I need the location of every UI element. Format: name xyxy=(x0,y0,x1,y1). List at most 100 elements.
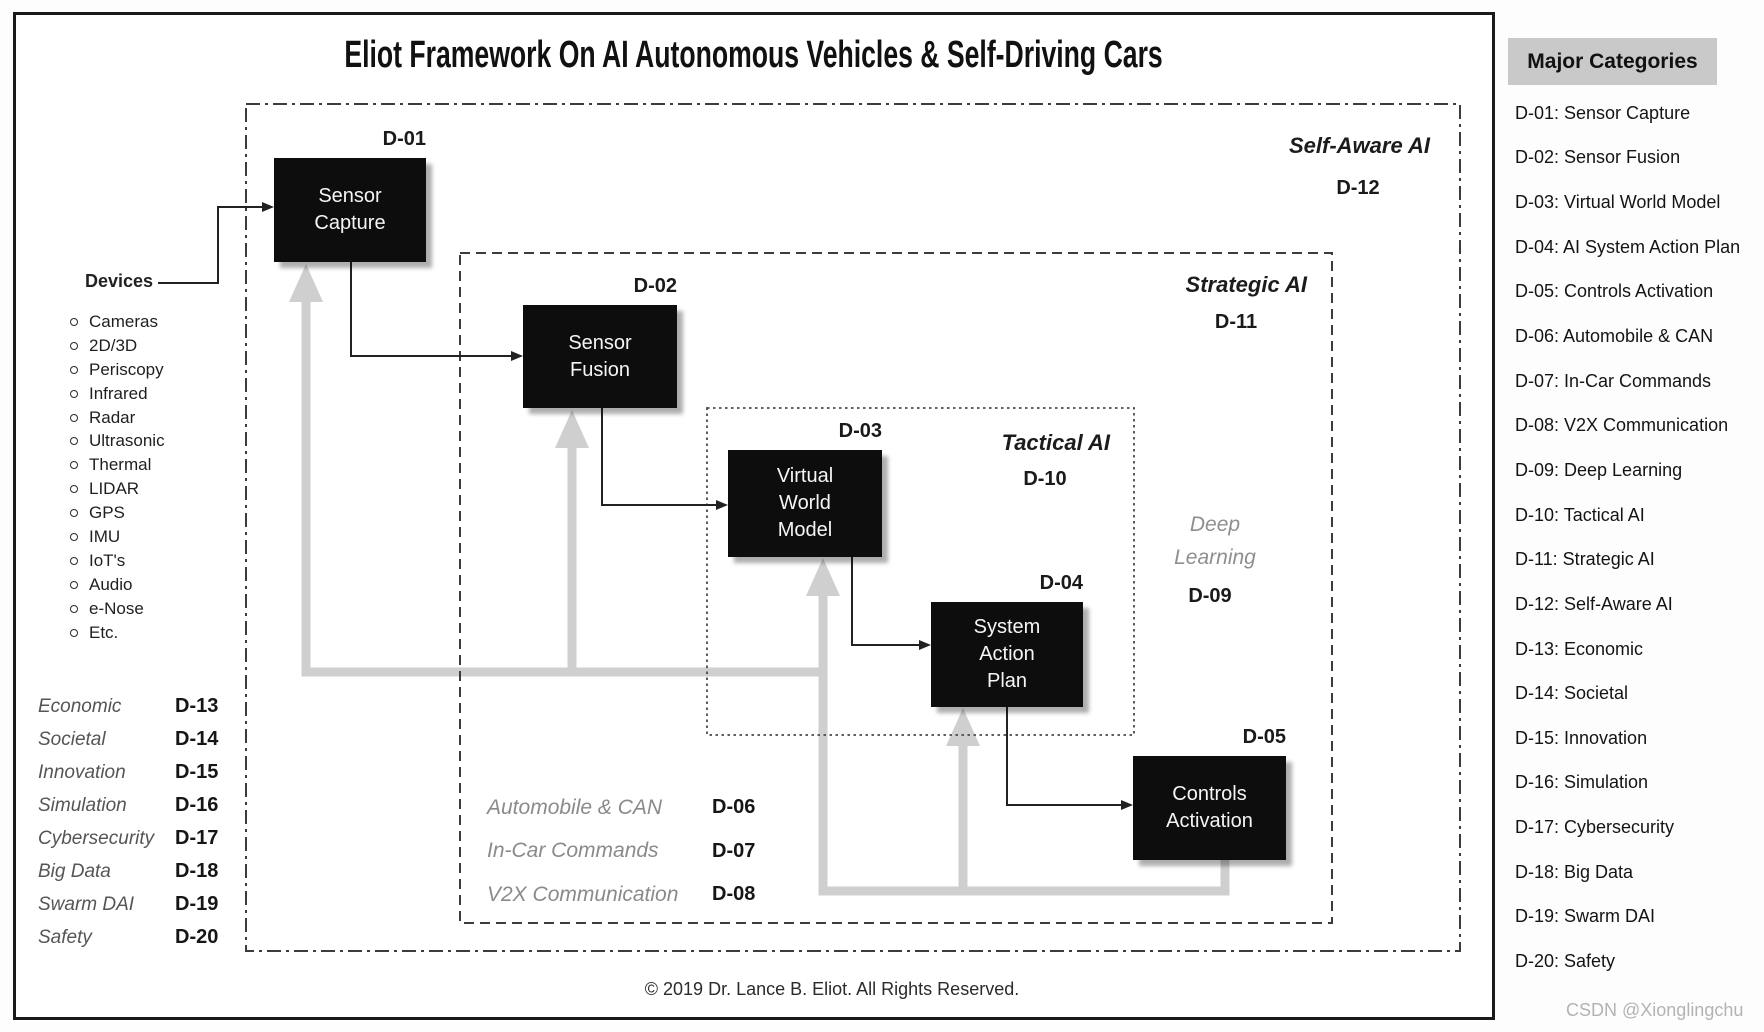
sidebar-item-d03: D-03: Virtual World Model xyxy=(1515,192,1721,213)
deep-learning-label: Deep Learning xyxy=(1174,513,1256,569)
strategic-region-label: Strategic AI xyxy=(1185,272,1307,297)
side-category-code: D-15 xyxy=(175,761,219,783)
circle-bullet-icon xyxy=(70,485,78,494)
code-label-d03: D-03 xyxy=(838,420,882,442)
feedback-arrowhead-system-action-plan xyxy=(946,708,980,746)
csdn-watermark: CSDN @Xionglingchu xyxy=(1566,1000,1744,1020)
device-item: Ultrasonic xyxy=(70,429,165,453)
sidebar-item-d06: D-06: Automobile & CAN xyxy=(1515,326,1714,347)
tactical-region-label: Tactical AI xyxy=(1001,430,1110,455)
side-category-row: Safety D-20 xyxy=(38,921,218,954)
comm-category-code: D-06 xyxy=(712,796,756,819)
side-category-code: D-18 xyxy=(175,860,219,882)
circle-bullet-icon xyxy=(70,461,78,470)
device-item: Cameras xyxy=(70,310,165,334)
device-item-label: IMU xyxy=(89,526,121,546)
side-category-label: Simulation xyxy=(38,794,127,816)
comm-category-label: Automobile & CAN xyxy=(487,795,663,819)
side-category-label: Swarm DAI xyxy=(38,893,135,915)
code-label-d02: D-02 xyxy=(633,275,677,297)
device-item-label: Periscopy xyxy=(89,359,164,379)
side-category-row: Swarm DAI D-19 xyxy=(38,888,218,921)
circle-bullet-icon xyxy=(70,365,78,374)
sidebar-item-d07: D-07: In-Car Commands xyxy=(1515,370,1712,391)
strategic-region-border xyxy=(459,252,1333,924)
device-item-label: Thermal xyxy=(89,455,152,475)
connector-capture-to-fusion xyxy=(350,262,523,361)
feedback-arrowhead-sensor-fusion xyxy=(555,410,589,448)
connector-world-model-to-action-plan xyxy=(851,557,931,650)
device-item-label: Ultrasonic xyxy=(89,431,165,451)
self-aware-region-border xyxy=(245,103,1461,952)
comm-category-code: D-08 xyxy=(712,883,756,906)
comm-category-code: D-07 xyxy=(712,839,756,862)
devices-label: Devices xyxy=(85,271,154,291)
feedback-arrowheads xyxy=(289,264,980,746)
side-category-code: D-14 xyxy=(175,728,219,750)
comm-category-list: Automobile & CAN D-06 In-Car Commands D-07… xyxy=(487,786,755,917)
side-category-row: Innovation D-15 xyxy=(38,756,218,789)
side-category-label: Innovation xyxy=(38,761,126,783)
side-category-row: Economic D-13 xyxy=(38,690,218,723)
sidebar-item-d20: D-20: Safety xyxy=(1515,950,1616,971)
sidebar-item-d12: D-12: Self-Aware AI xyxy=(1515,593,1673,614)
code-label-d05: D-05 xyxy=(1242,726,1286,748)
circle-bullet-icon xyxy=(70,604,78,613)
sidebar-item-d11: D-11: Strategic AI xyxy=(1515,549,1655,570)
circle-bullet-icon xyxy=(70,413,78,422)
circle-bullet-icon xyxy=(70,532,78,541)
sidebar-item-d16: D-16: Simulation xyxy=(1515,772,1649,793)
sidebar-item-d04: D-04: AI System Action Plan xyxy=(1515,236,1741,257)
sidebar-item-d01: D-01: Sensor Capture xyxy=(1515,102,1691,123)
flow-box-sensor-fusion: Sensor Fusion xyxy=(523,305,677,408)
page-title-text: Eliot Framework On AI Autonomous Vehicle… xyxy=(344,34,1164,76)
side-category-row: Cybersecurity D-17 xyxy=(38,822,218,855)
comm-category-label: In-Car Commands xyxy=(487,839,659,863)
circle-bullet-icon xyxy=(70,317,78,326)
sidebar-item-d02: D-02: Sensor Fusion xyxy=(1515,147,1681,168)
device-item-label: e-Nose xyxy=(89,598,144,618)
page-title: Eliot Framework On AI Autonomous Vehicle… xyxy=(13,34,1495,77)
device-item: Periscopy xyxy=(70,358,165,382)
feedback-arrowhead-virtual-world-model xyxy=(806,558,840,596)
side-category-row: Simulation D-16 xyxy=(38,789,218,822)
code-label-d04: D-04 xyxy=(1039,572,1083,594)
device-item-label: Infrared xyxy=(89,383,148,403)
device-item: Thermal xyxy=(70,453,165,477)
feedback-arrowhead-sensor-capture xyxy=(289,264,323,302)
connector-action-plan-to-controls xyxy=(1006,707,1133,810)
side-category-code: D-19 xyxy=(175,893,219,915)
device-item: Audio xyxy=(70,573,165,597)
side-category-label: Safety xyxy=(38,926,92,948)
sidebar-item-d10: D-10: Tactical AI xyxy=(1515,504,1645,525)
connector-fusion-to-world-model xyxy=(601,408,728,510)
device-list: Cameras 2D/3D Periscopy Infrared Radar U… xyxy=(70,310,165,644)
device-item-label: IoT's xyxy=(89,550,126,570)
tactical-region-border xyxy=(706,407,1135,736)
device-item: LIDAR xyxy=(70,477,165,501)
side-category-code: D-13 xyxy=(175,695,219,717)
circle-bullet-icon xyxy=(70,341,78,350)
self-aware-region-code: D-12 xyxy=(1336,177,1380,199)
sidebar-item-d13: D-13: Economic xyxy=(1515,638,1644,659)
sidebar-item-d09: D-09: Deep Learning xyxy=(1515,459,1683,480)
flow-box-system-action-plan: System Action Plan xyxy=(931,602,1083,707)
device-item-label: Radar xyxy=(89,407,136,427)
side-category-code: D-20 xyxy=(175,926,219,948)
circle-bullet-icon xyxy=(70,628,78,637)
sidebar-item-d18: D-18: Big Data xyxy=(1515,861,1634,882)
device-item: GPS xyxy=(70,501,165,525)
sidebar-item-d14: D-14: Societal xyxy=(1515,683,1629,704)
side-category-code: D-17 xyxy=(175,827,219,849)
side-category-list: Economic D-13 Societal D-14 Innovation D-15… xyxy=(38,690,218,954)
copyright-note: © 2019 Dr. Lance B. Eliot. All Rights Re… xyxy=(644,979,1020,999)
flow-box-sensor-capture: Sensor Capture xyxy=(274,158,426,262)
circle-bullet-icon xyxy=(70,437,78,446)
sidebar-item-d08: D-08: V2X Communication xyxy=(1515,415,1729,436)
device-item: 2D/3D xyxy=(70,334,165,358)
feedback-rail xyxy=(301,300,1230,896)
code-label-d01: D-01 xyxy=(382,128,426,150)
flow-box-virtual-world-model: Virtual World Model xyxy=(728,450,882,557)
side-category-code: D-16 xyxy=(175,794,219,816)
